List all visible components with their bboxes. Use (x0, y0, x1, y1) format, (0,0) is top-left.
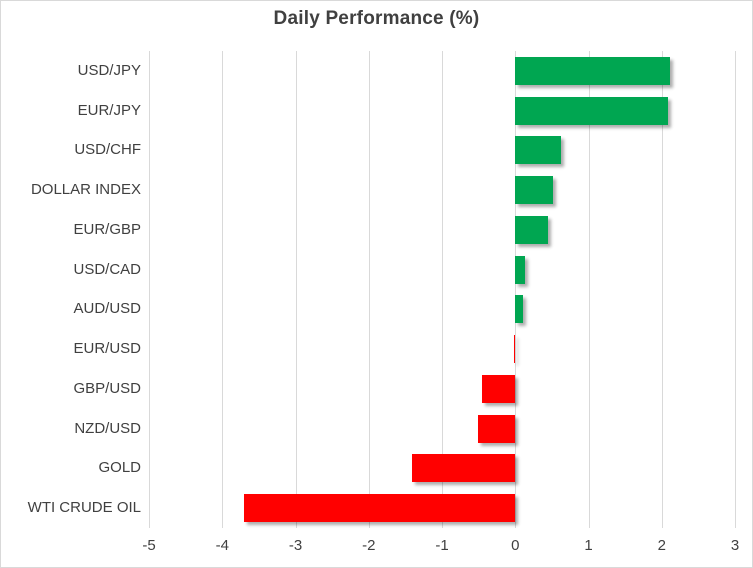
x-tick-label-0: 0 (511, 537, 519, 554)
bar-eur-jpy (515, 97, 667, 125)
gridline-x--3 (296, 51, 297, 528)
gridline-x-3 (735, 51, 736, 528)
x-tick-label-2: 2 (658, 537, 666, 554)
bar-eur-usd (514, 335, 516, 363)
bar-gold (412, 454, 515, 482)
bar-eur-gbp (515, 216, 548, 244)
x-tick-label-neg2: -2 (362, 537, 375, 554)
x-tick-label-neg5: -5 (142, 537, 155, 554)
bar-gbp-usd (482, 375, 515, 403)
category-label-eur-jpy: EUR/JPY (1, 102, 141, 119)
bar-usd-cad (515, 256, 525, 284)
chart-title: Daily Performance (%) (1, 8, 752, 30)
bar-dollar-index (515, 176, 553, 204)
category-label-eur-gbp: EUR/GBP (1, 221, 141, 238)
category-label-wti-crude-oil: WTI CRUDE OIL (1, 499, 141, 516)
bar-usd-chf (515, 136, 560, 164)
x-tick-label-neg1: -1 (435, 537, 448, 554)
category-label-dollar-index: DOLLAR INDEX (1, 181, 141, 198)
category-label-usd-chf: USD/CHF (1, 141, 141, 158)
category-label-eur-usd: EUR/USD (1, 340, 141, 357)
x-tick-label-neg3: -3 (289, 537, 302, 554)
daily-performance-chart: Daily Performance (%) USD/JPY EUR/JPY USD/… (0, 0, 753, 568)
category-label-usd-cad: USD/CAD (1, 261, 141, 278)
gridline-x--2 (369, 51, 370, 528)
gridline-x--5 (149, 51, 150, 528)
category-label-nzd-usd: NZD/USD (1, 420, 141, 437)
bar-nzd-usd (478, 415, 515, 443)
bar-aud-usd (515, 295, 523, 323)
category-label-usd-jpy: USD/JPY (1, 62, 141, 79)
category-label-aud-usd: AUD/USD (1, 300, 141, 317)
bar-usd-jpy (515, 57, 670, 85)
plot-area (149, 51, 735, 528)
gridline-x--4 (222, 51, 223, 528)
x-tick-label-3: 3 (731, 537, 739, 554)
category-label-gbp-usd: GBP/USD (1, 380, 141, 397)
x-tick-label-neg4: -4 (216, 537, 229, 554)
category-label-gold: GOLD (1, 459, 141, 476)
x-tick-label-1: 1 (584, 537, 592, 554)
bar-wti-crude-oil (244, 494, 515, 522)
